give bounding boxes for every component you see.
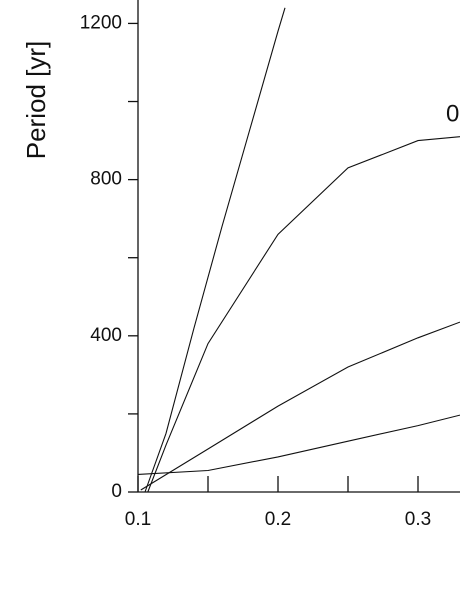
x-tick-label: 0.1 xyxy=(125,509,151,530)
y-tick-label: 800 xyxy=(90,169,122,190)
curve xyxy=(144,7,286,493)
curve xyxy=(140,321,460,491)
x-tick-label: 0.2 xyxy=(265,509,291,530)
curve xyxy=(147,136,460,493)
curve xyxy=(138,414,460,475)
x-tick-label: 0.3 xyxy=(405,509,431,530)
y-tick-label: 0 xyxy=(111,481,122,502)
curve-label: 0 xyxy=(446,100,459,127)
y-tick-label: 400 xyxy=(90,325,122,346)
y-tick-label: 1200 xyxy=(80,12,122,33)
y-axis-label: Period [yr] xyxy=(21,41,51,160)
